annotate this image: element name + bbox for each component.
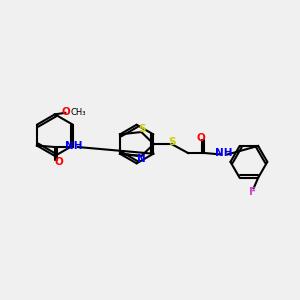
Text: NH: NH [215, 148, 232, 158]
Text: NH: NH [65, 141, 83, 151]
Text: F: F [250, 187, 256, 197]
Text: O: O [196, 133, 205, 143]
Text: S: S [168, 137, 176, 147]
Text: N: N [137, 154, 146, 164]
Text: O: O [61, 107, 70, 117]
Text: O: O [54, 157, 63, 167]
Text: S: S [138, 124, 145, 134]
Text: CH₃: CH₃ [70, 108, 86, 117]
